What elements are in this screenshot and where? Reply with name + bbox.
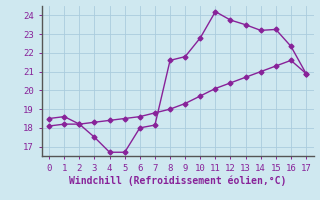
- X-axis label: Windchill (Refroidissement éolien,°C): Windchill (Refroidissement éolien,°C): [69, 175, 286, 186]
